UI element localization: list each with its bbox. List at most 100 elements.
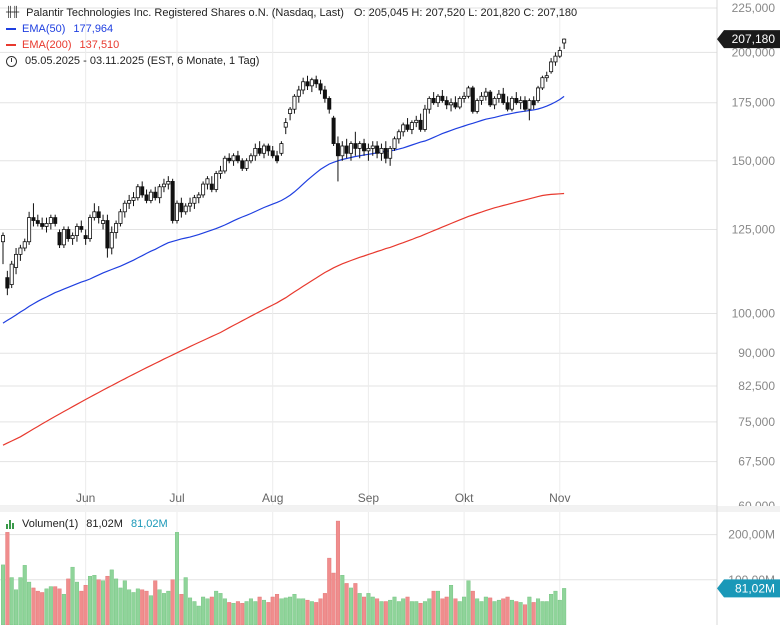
volume-bar [140,589,145,625]
candle-body [462,95,467,99]
volume-bar [370,596,375,625]
candle-body [79,226,84,230]
candle-body [122,202,127,213]
candle-body [14,253,19,268]
volume-bar [35,590,40,625]
volume-bar [318,598,323,625]
volume-value-2: 81,02M [130,518,168,530]
candle-body [335,143,340,157]
volume-bars-icon [6,519,14,529]
volume-bar [388,599,393,625]
candle-body [127,200,132,204]
candle [266,143,271,156]
candle-body [296,89,301,97]
candle-body [283,122,288,128]
candle [344,138,349,159]
volume-bar [544,601,549,625]
candle [231,153,236,166]
volume-bar [462,596,467,625]
volume-bar [179,594,184,625]
candle [514,92,519,105]
candle-body [475,100,480,112]
candle [544,71,549,82]
candle [144,189,149,204]
candle [340,141,345,161]
volume-bar [192,601,197,625]
candle-body [53,217,58,224]
volume-bar [405,596,410,625]
candle [296,85,301,103]
volume-bar [270,596,275,625]
volume-bar [309,601,314,625]
candle-body [18,247,23,255]
volume-bar [305,599,310,625]
volume-bar [483,596,488,625]
candle-body [240,160,245,169]
volume-bar [174,532,179,625]
volume-bar [383,601,388,625]
ema50-legend[interactable]: EMA(50) 177,964 [6,21,577,37]
candle [270,145,275,159]
candle-body [479,95,484,101]
candle-body [501,93,506,104]
candle-body [553,55,558,63]
volume-bar [536,598,541,625]
volume-bar [92,575,97,625]
candle [5,270,10,296]
volume-bar [431,590,436,625]
candle [140,181,145,198]
volume-bar [549,594,554,625]
x-tick-label: Nov [549,491,570,505]
volume-bar [57,588,62,625]
candle-body [518,100,523,104]
volume-bar [48,586,53,625]
volume-bar [553,590,558,625]
candle [248,153,253,164]
candle [483,87,488,101]
candle [540,75,545,90]
last-volume-tag [717,579,780,598]
candle-body [70,235,75,240]
volume-bar [127,589,132,625]
candle [392,136,397,151]
candlestick-icon: ╫╫ [6,7,19,18]
candle-body [114,223,119,233]
candle-body [214,173,219,190]
candle [83,229,88,245]
candle-body [183,205,188,213]
candle [35,214,40,227]
candle-body [288,108,293,115]
candle-body [370,145,375,149]
candle-body [327,98,332,110]
candle [244,158,249,171]
volume-legend[interactable]: Volumen(1) 81,02M 81,02M [6,516,168,532]
candle [362,138,367,156]
candle [201,181,206,198]
candle-body [309,79,314,87]
candle-body [318,83,323,91]
candle [222,155,227,174]
candle-body [449,102,454,106]
volume-bar [118,587,123,625]
candle-body [357,143,362,149]
ema200-legend[interactable]: EMA(200) 137,510 [6,37,577,53]
volume-bar [79,590,84,625]
volume-bar [235,601,240,625]
candle-body [366,148,371,152]
volume-bar [509,599,514,625]
volume-bar [105,575,110,625]
volume-bar [66,578,71,625]
candle [370,141,375,156]
volume-bar [562,588,567,625]
candle [14,247,19,275]
volume-bar [414,601,419,625]
candle-body [196,194,201,199]
candle-body [422,108,427,130]
volume-bar [353,583,358,625]
candle-body [388,148,393,159]
candle [170,178,175,224]
candle-body [248,155,253,162]
candle-body [101,220,106,224]
candle-body [235,155,240,162]
volume-bar [392,596,397,625]
